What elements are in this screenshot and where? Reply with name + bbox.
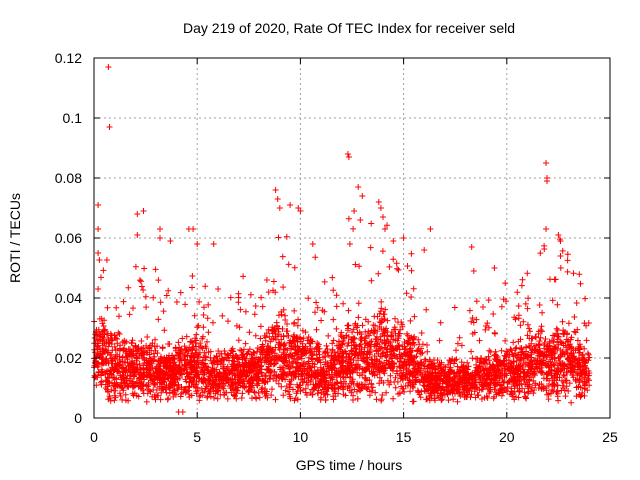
x-tick-labels: 0 5 10 15 20 25 bbox=[90, 429, 618, 445]
x-tick-label: 10 bbox=[293, 429, 309, 445]
y-tick-label: 0.1 bbox=[63, 110, 83, 126]
x-tick-label: 15 bbox=[396, 429, 412, 445]
axis-ticks bbox=[93, 57, 611, 419]
x-tick-label: 0 bbox=[90, 429, 98, 445]
x-tick-label: 5 bbox=[193, 429, 201, 445]
y-axis-label: ROTI / TECUs bbox=[7, 193, 23, 283]
data-points bbox=[91, 64, 593, 415]
y-tick-label: 0 bbox=[74, 410, 82, 426]
x-tick-label: 20 bbox=[499, 429, 515, 445]
chart-title: Day 219 of 2020, Rate Of TEC Index for r… bbox=[183, 20, 515, 36]
y-tick-label: 0.04 bbox=[55, 290, 82, 306]
y-tick-label: 0.02 bbox=[55, 350, 82, 366]
x-axis-label: GPS time / hours bbox=[296, 457, 403, 473]
y-tick-label: 0.06 bbox=[55, 230, 82, 246]
data-point-markers bbox=[91, 64, 593, 415]
y-tick-label: 0.12 bbox=[55, 50, 82, 66]
y-tick-labels: 0 0.02 0.04 0.06 0.08 0.1 0.12 bbox=[55, 50, 82, 426]
y-tick-label: 0.08 bbox=[55, 170, 82, 186]
x-tick-label: 25 bbox=[602, 429, 618, 445]
